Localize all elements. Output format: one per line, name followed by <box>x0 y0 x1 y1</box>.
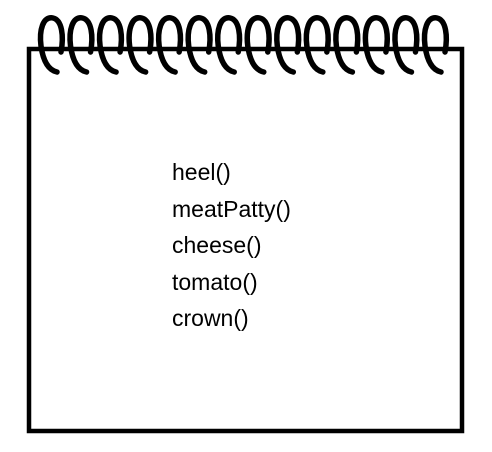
spiral-ring <box>244 15 272 75</box>
code-list: heel() meatPatty() cheese() tomato() cro… <box>172 154 291 337</box>
code-line-crown: crown() <box>172 305 249 331</box>
code-line-cheese: cheese() <box>172 232 262 258</box>
spiral-ring <box>274 15 302 75</box>
spiral-ring <box>215 15 243 75</box>
spiral-ring <box>303 15 331 75</box>
spiral-ring <box>392 15 420 75</box>
spiral-ring <box>333 15 361 75</box>
spiral-ring <box>67 15 95 75</box>
spiral-binding <box>37 15 450 75</box>
spiral-ring <box>37 15 66 75</box>
code-line-meat-patty: meatPatty() <box>172 195 291 222</box>
code-line-heel: heel() <box>172 159 231 185</box>
code-line-tomato: tomato() <box>172 268 258 295</box>
notepad-page <box>26 46 465 434</box>
spiral-ring <box>421 15 450 75</box>
spiral-ring <box>155 15 184 75</box>
spiral-ring <box>185 15 213 75</box>
spiral-ring <box>126 15 154 75</box>
spiral-ring <box>362 15 390 75</box>
spiral-ring <box>96 15 125 75</box>
